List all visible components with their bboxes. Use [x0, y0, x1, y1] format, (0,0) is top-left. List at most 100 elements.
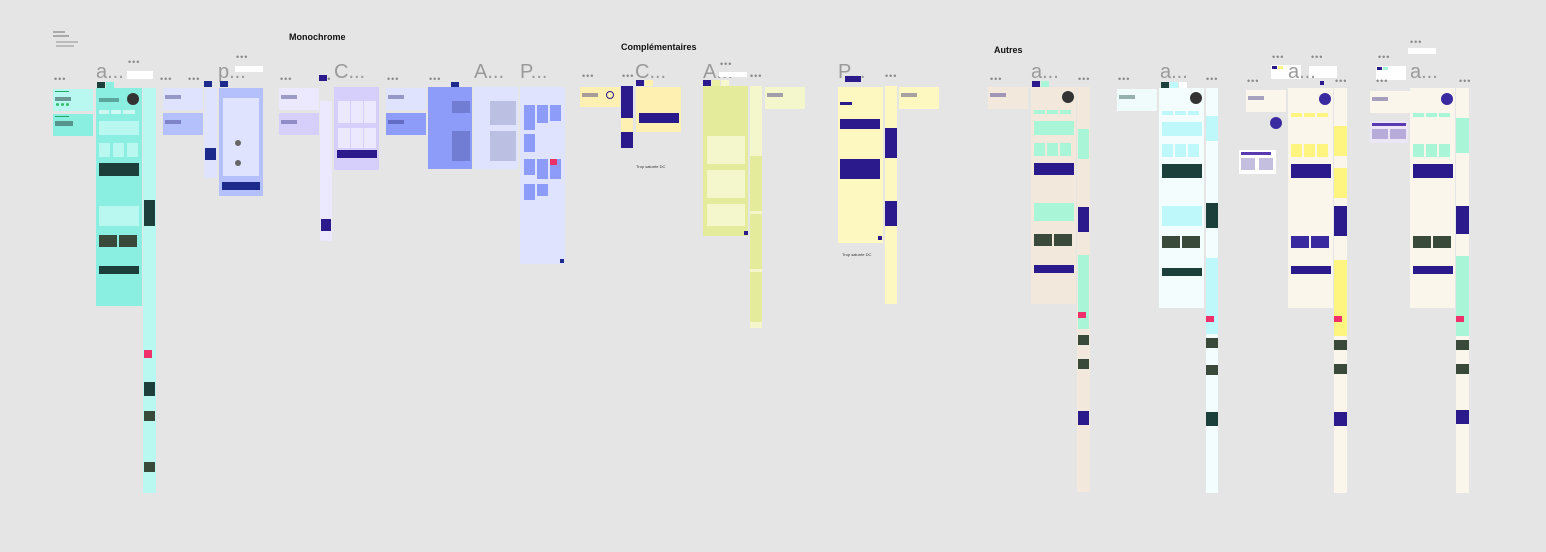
- artboard-card-cream[interactable]: [988, 87, 1028, 109]
- more-options-icon[interactable]: •••: [1410, 37, 1423, 47]
- more-options-icon[interactable]: •••: [1459, 76, 1472, 86]
- color-swatch: [636, 80, 644, 86]
- artboard-pattern-mint[interactable]: [1370, 121, 1408, 143]
- section-title-autres: Autres: [994, 45, 1023, 55]
- more-options-icon[interactable]: •••: [280, 74, 293, 84]
- component-label: P...: [520, 61, 548, 83]
- artboard-card-blue[interactable]: [386, 113, 426, 135]
- artboard-mobile-yellow-bright[interactable]: [1334, 88, 1347, 493]
- color-swatch: [220, 81, 228, 87]
- artboard-pattern[interactable]: [1239, 150, 1276, 174]
- more-options-icon[interactable]: •••: [160, 74, 173, 84]
- artboard-mobile-lime[interactable]: [750, 86, 762, 328]
- note-text: [53, 31, 65, 33]
- more-options-icon[interactable]: •••: [188, 74, 201, 84]
- component-label: a...: [1031, 61, 1059, 83]
- more-options-icon[interactable]: •••: [387, 74, 400, 84]
- artboard-home-cyan[interactable]: [1159, 88, 1204, 308]
- color-swatch: [853, 76, 861, 82]
- annotation-note: [719, 72, 747, 77]
- artboard-mobile-lavender[interactable]: [320, 101, 332, 241]
- artboard-mobile-aqua[interactable]: [143, 88, 156, 493]
- artboard-card-lavender[interactable]: [279, 113, 319, 135]
- artboard-card-yellow[interactable]: [899, 87, 939, 109]
- more-options-icon[interactable]: •••: [885, 71, 898, 81]
- artboard-card-lavender-light[interactable]: [279, 88, 319, 110]
- artboard-home-cream-yellow[interactable]: [1288, 88, 1333, 308]
- color-swatch: [451, 82, 459, 88]
- more-options-icon[interactable]: •••: [54, 74, 67, 84]
- color-swatch: [319, 75, 327, 81]
- color-swatch: [97, 82, 105, 88]
- artboard-home-cream[interactable]: [1031, 87, 1076, 304]
- more-options-icon[interactable]: •••: [750, 71, 763, 81]
- more-options-icon[interactable]: •••: [1272, 52, 1285, 62]
- component-label: C...: [635, 61, 667, 83]
- artboard-card-cream-mint[interactable]: [1370, 91, 1410, 113]
- color-swatch: [845, 76, 853, 82]
- more-options-icon[interactable]: •••: [990, 74, 1003, 84]
- more-options-icon[interactable]: •••: [1311, 52, 1324, 62]
- artboard-card-pale-yellow[interactable]: [580, 87, 620, 107]
- more-options-icon[interactable]: •••: [1078, 74, 1091, 84]
- artboard-project-yellow[interactable]: [838, 87, 883, 243]
- color-swatch: [1179, 82, 1187, 88]
- component-label: a...: [96, 61, 124, 83]
- more-options-icon[interactable]: •••: [1247, 76, 1260, 86]
- caption-trop-saturee: Trop saturée DC: [842, 252, 872, 257]
- note-text: [56, 41, 78, 43]
- artboard-projects-light[interactable]: [520, 87, 565, 264]
- illustration-blob: [1270, 117, 1282, 129]
- more-options-icon[interactable]: •••: [622, 71, 635, 81]
- note-text: [53, 35, 69, 37]
- annotation-note: [235, 66, 263, 72]
- more-options-icon[interactable]: •••: [1378, 52, 1391, 62]
- annotation-note: [1271, 65, 1301, 79]
- artboard-mobile-cyan[interactable]: [1206, 88, 1218, 493]
- note-text: [56, 45, 74, 47]
- annotation-note: [1376, 66, 1406, 80]
- artboard-card-periwinkle[interactable]: [163, 113, 203, 135]
- annotation-note: [1408, 48, 1436, 54]
- artboard-text-blue[interactable]: [428, 87, 472, 169]
- color-swatch: [645, 80, 653, 86]
- artboard-home-aqua[interactable]: [96, 88, 142, 306]
- artboard-card-lime-light[interactable]: [765, 87, 805, 109]
- more-options-icon[interactable]: •••: [1376, 76, 1389, 86]
- more-options-icon[interactable]: •••: [128, 57, 141, 67]
- more-options-icon[interactable]: •••: [236, 52, 249, 62]
- artboard-mobile-navy[interactable]: [621, 86, 633, 148]
- color-swatch: [721, 80, 729, 86]
- artboard-mobile-cream[interactable]: [1077, 87, 1090, 492]
- more-options-icon[interactable]: •••: [720, 59, 733, 69]
- artboard-team-lavender[interactable]: [334, 87, 379, 170]
- artboard-home-pale-yellow[interactable]: [636, 87, 681, 132]
- artboard-card-aqua[interactable]: [53, 114, 93, 136]
- component-label: a...: [1160, 61, 1188, 83]
- artboard-card-cyan-light[interactable]: [1117, 89, 1157, 111]
- color-swatch: [106, 82, 114, 88]
- more-options-icon[interactable]: •••: [1335, 76, 1348, 86]
- more-options-icon[interactable]: •••: [1118, 74, 1131, 84]
- artboard-card-aqua-light[interactable]: [53, 89, 93, 111]
- section-title-monochrome: Monochrome: [289, 32, 346, 42]
- component-label: A...: [703, 61, 734, 83]
- artboard-card-cream-light[interactable]: [1246, 90, 1286, 112]
- color-swatch: [712, 80, 720, 86]
- component-label: a...: [1410, 61, 1438, 83]
- artboard-card-blue-light[interactable]: [386, 88, 426, 110]
- artboard-card-periwinkle-light[interactable]: [163, 88, 203, 110]
- artboard-home-cream-mint[interactable]: [1410, 88, 1455, 308]
- component-label: A...: [474, 61, 505, 83]
- artboard-mobile-yellow[interactable]: [885, 86, 897, 304]
- artboard-services-lime[interactable]: [703, 86, 748, 236]
- artboard-mobile-periwinkle[interactable]: [204, 88, 217, 178]
- color-swatch: [1320, 81, 1324, 85]
- color-swatch: [703, 80, 711, 86]
- artboard-article-periwinkle[interactable]: [219, 88, 263, 196]
- more-options-icon[interactable]: •••: [1206, 74, 1219, 84]
- artboard-text-light[interactable]: [474, 87, 518, 169]
- more-options-icon[interactable]: •••: [429, 74, 442, 84]
- more-options-icon[interactable]: •••: [582, 71, 595, 81]
- artboard-mobile-mint[interactable]: [1456, 88, 1469, 493]
